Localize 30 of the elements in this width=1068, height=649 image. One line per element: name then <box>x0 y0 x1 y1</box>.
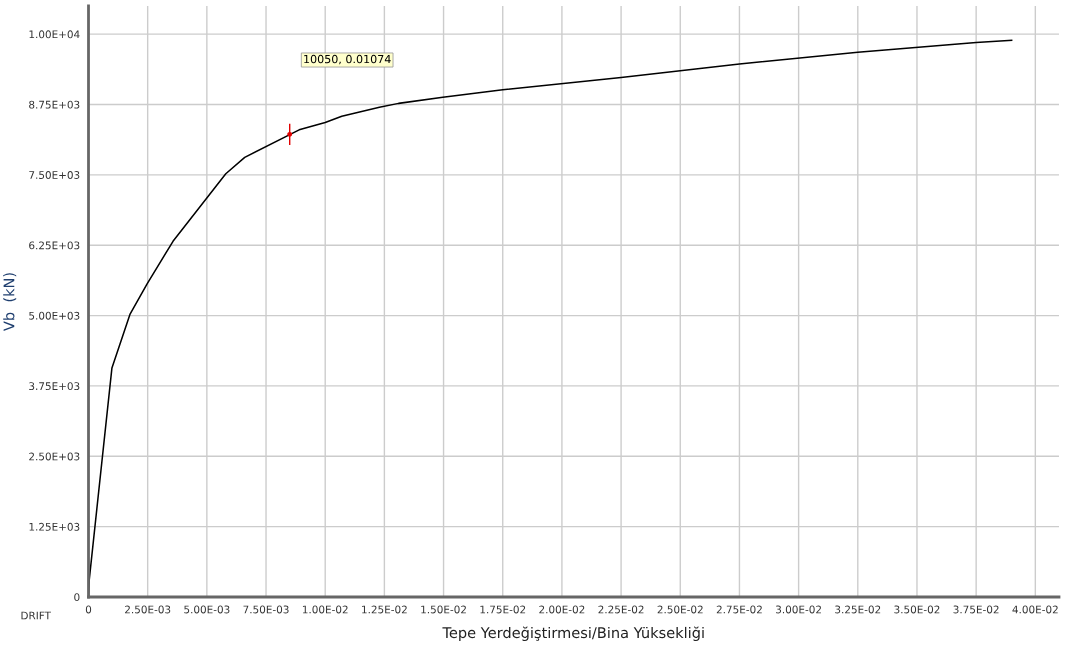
x-tick-label: 2.25E-02 <box>598 605 644 614</box>
y-tick-label: 7.50E+03 <box>29 171 80 179</box>
x-tick-label: 3.25E-02 <box>835 605 881 614</box>
x-tick-label: 4.00E-02 <box>1012 605 1058 614</box>
y-tick-label: 1.00E+04 <box>29 30 80 39</box>
y-tick-label: 5.00E+03 <box>29 311 80 320</box>
x-tick-label: 2.00E-02 <box>539 605 585 614</box>
x-tick-label: 1.25E-02 <box>362 605 407 614</box>
x-tick-label: 1.00E-02 <box>302 605 348 614</box>
x-tick-label: 1.50E-02 <box>421 605 466 614</box>
y-tick-label: 0 <box>74 593 80 602</box>
x-tick-label: 2.75E-02 <box>716 605 762 614</box>
text: DRIFT <box>21 611 51 620</box>
x-axis-title: Tepe Yerdeğiştirmesi/Bina Yüksekliği <box>442 626 704 642</box>
x-tick-label: 3.00E-02 <box>776 605 821 614</box>
y-tick-label: 6.25E+03 <box>29 241 80 250</box>
annotation: 10050, 0.01074 <box>304 54 391 65</box>
y-tick-label: 1.25E+03 <box>29 522 80 531</box>
x-tick-label: 7.50E-03 <box>243 605 289 614</box>
x-tick-label: 3.75E-02 <box>953 605 999 614</box>
y-axis-title: Vb (kN) <box>3 273 17 332</box>
x-tick-label: 2.50E-03 <box>125 605 171 614</box>
x-tick-label: 1.75E-02 <box>480 605 526 614</box>
x-tick-label: 3.50E-02 <box>894 605 940 614</box>
y-tick-label: 3.75E+03 <box>29 382 80 391</box>
x-tick-label: 5.00E-03 <box>184 605 230 614</box>
y-tick-label: 8.75E+03 <box>29 100 80 109</box>
y-tick-label: 2.50E+03 <box>29 452 80 461</box>
x-tick-label: 2.50E-02 <box>657 605 703 614</box>
x-tick-label: 0 <box>85 605 92 614</box>
